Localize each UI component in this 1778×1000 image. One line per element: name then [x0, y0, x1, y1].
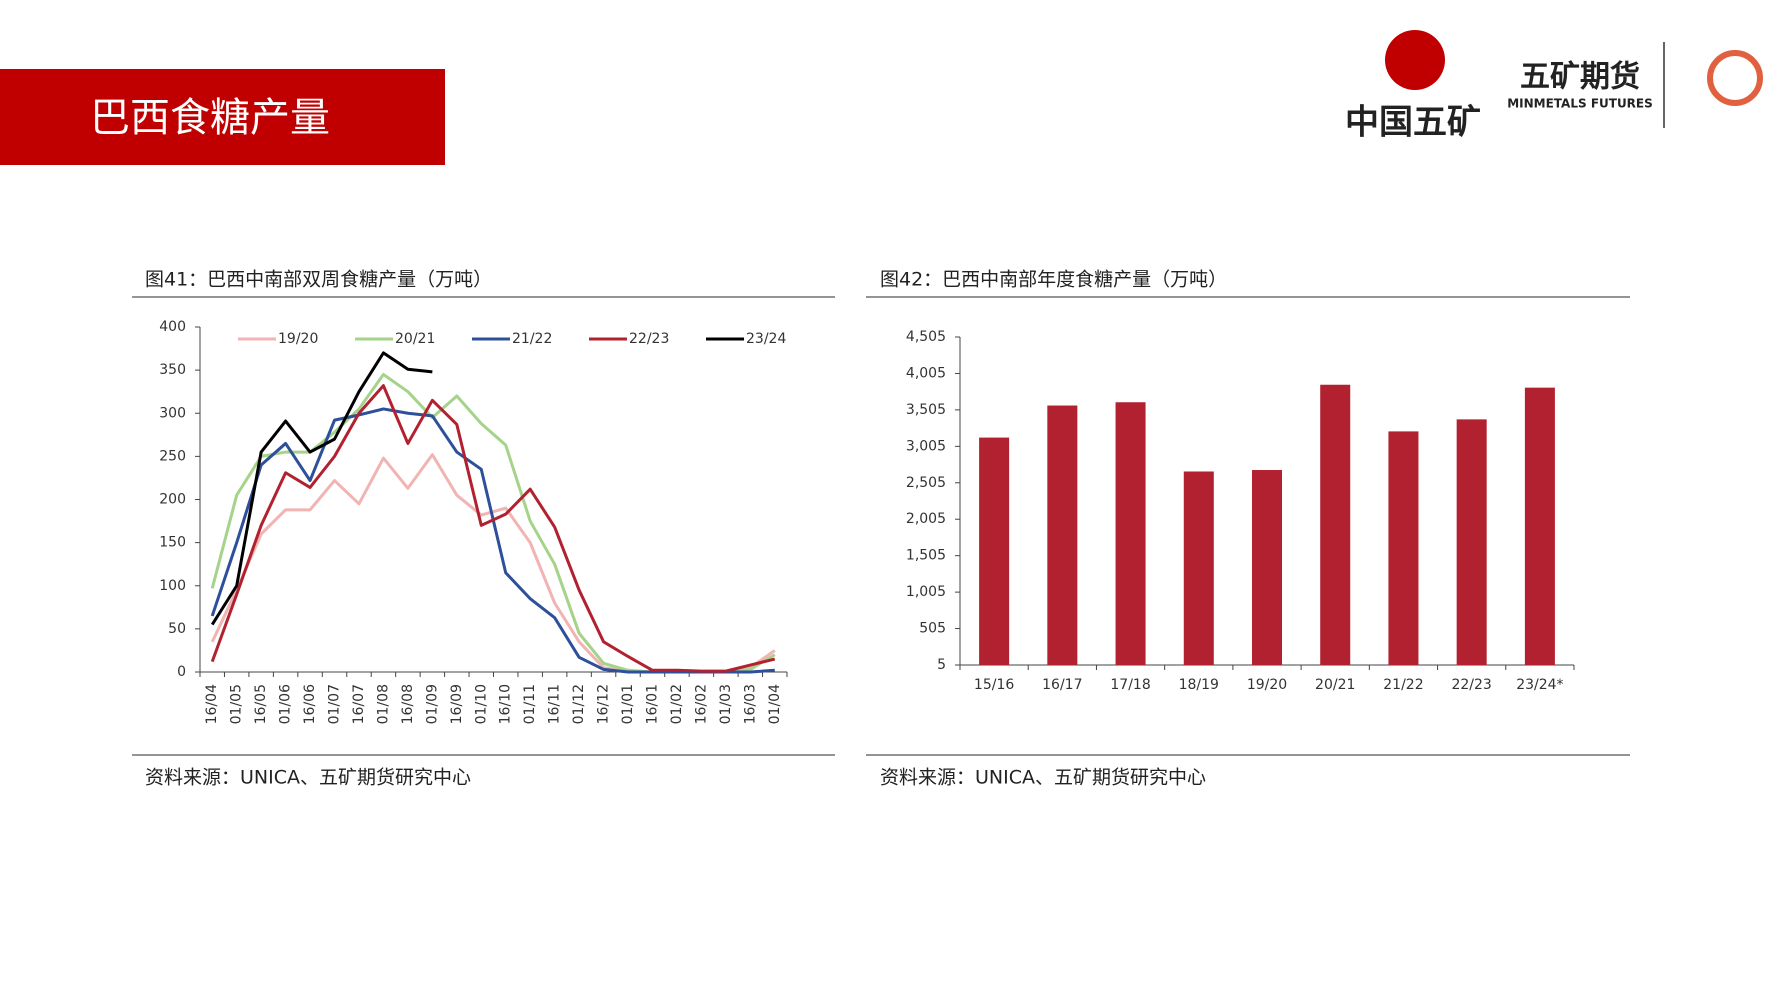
- y-tick-label: 505: [919, 621, 946, 637]
- legend-label: 22/23: [629, 331, 669, 347]
- series-line: [210, 384, 776, 673]
- y-tick-label: 50: [168, 621, 186, 637]
- bar: [1251, 470, 1283, 665]
- x-tick-label: 16/10: [498, 684, 514, 724]
- x-tick-label: 16/03: [742, 684, 758, 724]
- x-tick-label: 16/02: [693, 684, 709, 724]
- y-tick-label: 5: [937, 657, 946, 673]
- x-tick-label: 16/07: [351, 684, 367, 724]
- x-tick-label: 01/07: [327, 684, 343, 724]
- y-tick-label: 150: [159, 535, 186, 551]
- y-tick-label: 400: [159, 319, 186, 335]
- anniversary-mark: [1707, 50, 1763, 106]
- y-tick-label: 350: [159, 362, 186, 378]
- x-tick-label: 16/08: [400, 684, 416, 724]
- chart-title: 图42：巴西中南部年度食糖产量（万吨）: [880, 269, 1227, 291]
- x-tick-label: 16/05: [253, 684, 269, 724]
- y-tick-label: 1,005: [906, 584, 946, 600]
- y-tick-label: 200: [159, 492, 186, 508]
- x-tick-label: 16/12: [596, 684, 612, 724]
- x-tick-label: 01/05: [229, 684, 245, 724]
- logo-right: 五矿期货: [1520, 60, 1640, 95]
- chart-title: 图41：巴西中南部双周食糖产量（万吨）: [145, 269, 492, 291]
- x-tick-label: 01/11: [522, 684, 538, 724]
- bar: [1320, 384, 1351, 665]
- x-tick-label: 01/02: [669, 684, 685, 724]
- bar: [1183, 471, 1214, 665]
- x-tick-label: 19/20: [1247, 677, 1287, 693]
- y-tick-label: 100: [159, 578, 186, 594]
- bar: [1524, 387, 1555, 665]
- x-tick-label: 01/09: [424, 684, 440, 724]
- x-tick-label: 16/17: [1042, 677, 1082, 693]
- x-tick-label: 17/18: [1110, 677, 1150, 693]
- series-line: [210, 407, 775, 674]
- legend-label: 23/24: [746, 331, 786, 347]
- x-tick-label: 20/21: [1315, 677, 1355, 693]
- legend-label: 19/20: [278, 331, 318, 347]
- y-tick-label: 300: [159, 405, 186, 421]
- y-tick-label: 250: [159, 448, 186, 464]
- y-tick-label: 2,005: [906, 511, 946, 527]
- x-tick-label: 01/10: [473, 684, 489, 724]
- x-tick-label: 01/04: [767, 684, 783, 724]
- y-tick-label: 4,505: [906, 329, 946, 345]
- x-tick-label: 16/09: [449, 684, 465, 724]
- logo-right-sub: MINMETALS FUTURES: [1507, 97, 1653, 111]
- x-tick-label: 01/08: [375, 684, 391, 724]
- x-tick-label: 01/12: [571, 684, 587, 724]
- y-tick-label: 3,005: [906, 438, 946, 454]
- x-tick-label: 16/01: [644, 684, 660, 724]
- x-tick-label: 22/23: [1451, 677, 1491, 693]
- series-line: [210, 453, 776, 674]
- source: 资料来源：UNICA、五矿期货研究中心: [145, 767, 471, 789]
- x-tick-label: 16/06: [302, 684, 318, 724]
- x-tick-label: 23/24*: [1516, 677, 1563, 693]
- x-tick-label: 18/19: [1179, 677, 1219, 693]
- x-tick-label: 16/04: [204, 684, 220, 724]
- x-tick-label: 01/03: [718, 684, 734, 724]
- source: 资料来源：UNICA、五矿期货研究中心: [880, 767, 1206, 789]
- logo-left: 中国五矿: [1345, 103, 1481, 143]
- bar: [1115, 402, 1146, 665]
- bar: [1047, 405, 1078, 665]
- x-tick-label: 15/16: [974, 677, 1014, 693]
- y-tick-label: 4,005: [906, 365, 946, 381]
- title-bar: [0, 69, 445, 165]
- x-tick-label: 21/22: [1383, 677, 1423, 693]
- x-tick-label: 01/01: [620, 684, 636, 724]
- y-tick-label: 2,505: [906, 475, 946, 491]
- bar: [979, 437, 1010, 665]
- y-tick-label: 0: [177, 664, 186, 680]
- series-line: [210, 351, 433, 626]
- logo-emblem: [1385, 30, 1445, 90]
- x-tick-label: 16/11: [547, 684, 563, 724]
- slide-title: 巴西食糖产量: [90, 95, 330, 141]
- legend-label: 20/21: [395, 331, 435, 347]
- bar: [1456, 419, 1487, 665]
- x-tick-label: 01/06: [278, 684, 294, 724]
- legend-label: 21/22: [512, 331, 552, 347]
- y-tick-label: 1,505: [906, 548, 946, 564]
- bar: [1388, 431, 1419, 665]
- y-tick-label: 3,505: [906, 402, 946, 418]
